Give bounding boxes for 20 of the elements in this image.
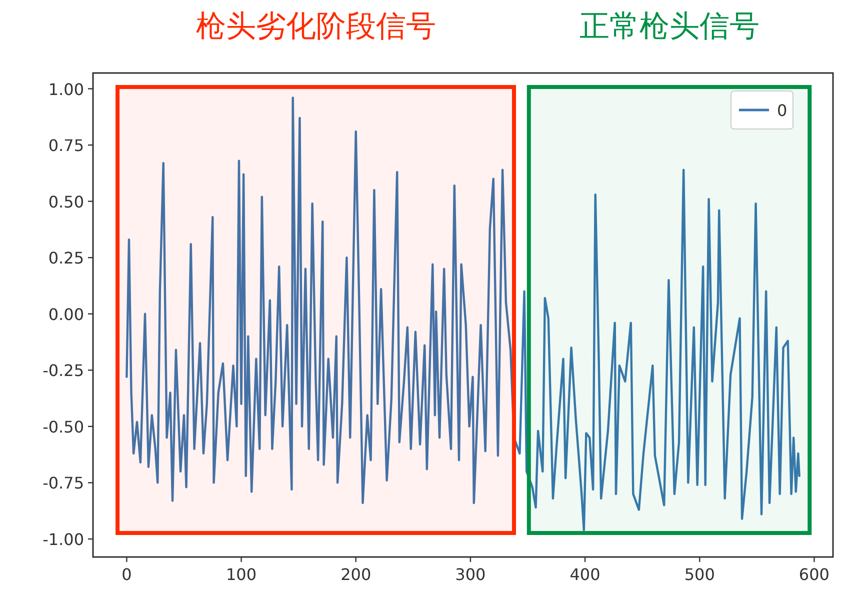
y-tick-label: 0.75 [48,136,84,156]
legend-label: 0 [777,101,788,120]
x-tick-label: 400 [570,565,600,584]
y-tick-label: -0.75 [42,474,84,493]
y-tick-label: 0.50 [48,192,84,212]
band-label: 枪头劣化阶段信号 [196,9,436,44]
y-tick-label: 0.25 [48,248,84,268]
y-tick-label: -0.25 [42,361,84,380]
y-tick-label: 0.00 [48,304,84,324]
x-tick-label: 0 [122,565,132,584]
legend: 0 [730,90,794,130]
y-tick-label: -1.00 [42,530,84,549]
x-tick-label: 300 [455,565,486,584]
band-label: 正常枪头信号 [579,9,760,44]
y-tick-label: 1.00 [48,80,84,99]
x-tick-label: 500 [684,565,715,584]
x-tick-label: 600 [798,565,830,584]
x-tick-label: 200 [340,565,372,584]
x-tick-label: 100 [226,565,257,584]
y-tick-label: -0.50 [42,417,84,436]
